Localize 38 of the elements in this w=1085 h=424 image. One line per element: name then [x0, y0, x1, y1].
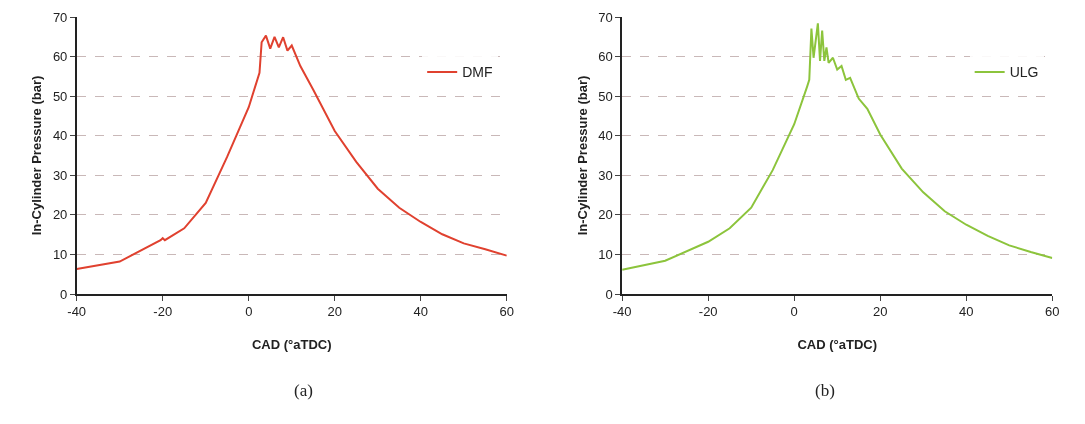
x-axis-title: CAD (°aTDC) — [797, 337, 878, 353]
y-tick-label: 70 — [52, 9, 68, 25]
x-tick-label: 60 — [499, 304, 515, 320]
y-tick-label: 20 — [598, 207, 613, 223]
text: (b) — [815, 381, 835, 400]
x-tick-label: -40 — [67, 304, 87, 320]
x-tick-label: -20 — [698, 304, 718, 320]
y-tick-label: 10 — [52, 246, 68, 262]
x-axis-title: CAD (°aTDC) — [251, 337, 332, 353]
y-tick-label: 20 — [52, 207, 68, 223]
y-tick-label: 10 — [598, 246, 613, 262]
x-tick-label: 0 — [790, 304, 798, 320]
y-tick-label: 40 — [598, 128, 613, 144]
y-axis-title: In-Cylinder Pressure (bar) — [574, 75, 590, 236]
x-tick-label: 0 — [245, 304, 253, 320]
x-tick-label: 20 — [872, 304, 888, 320]
y-tick-label: 0 — [60, 286, 68, 302]
x-tick-label: 20 — [327, 304, 342, 320]
y-tick-label: 70 — [598, 9, 613, 25]
y-axis-title: In-Cylinder Pressure (bar) — [29, 75, 45, 236]
legend-label: ULG — [1009, 64, 1039, 81]
y-tick-label: 40 — [52, 128, 68, 144]
line-series — [622, 22, 1053, 271]
y-tick-label: 50 — [52, 88, 68, 104]
y-tick-label: 30 — [598, 167, 613, 183]
x-tick-label: -40 — [612, 304, 632, 320]
y-tick-label: 30 — [52, 167, 68, 183]
y-tick-label: 60 — [598, 49, 613, 65]
y-tick-label: 60 — [52, 49, 68, 65]
y-tick-label: 0 — [605, 286, 613, 302]
x-tick-label: 60 — [1045, 304, 1060, 320]
x-tick-label: 40 — [959, 304, 974, 320]
x-tick-label: 40 — [413, 304, 428, 320]
legend-label: DMF — [462, 64, 493, 81]
y-tick-label: 50 — [598, 88, 613, 104]
x-tick-label: -20 — [153, 304, 173, 320]
line-series — [76, 34, 507, 271]
text: (a) — [294, 381, 313, 400]
